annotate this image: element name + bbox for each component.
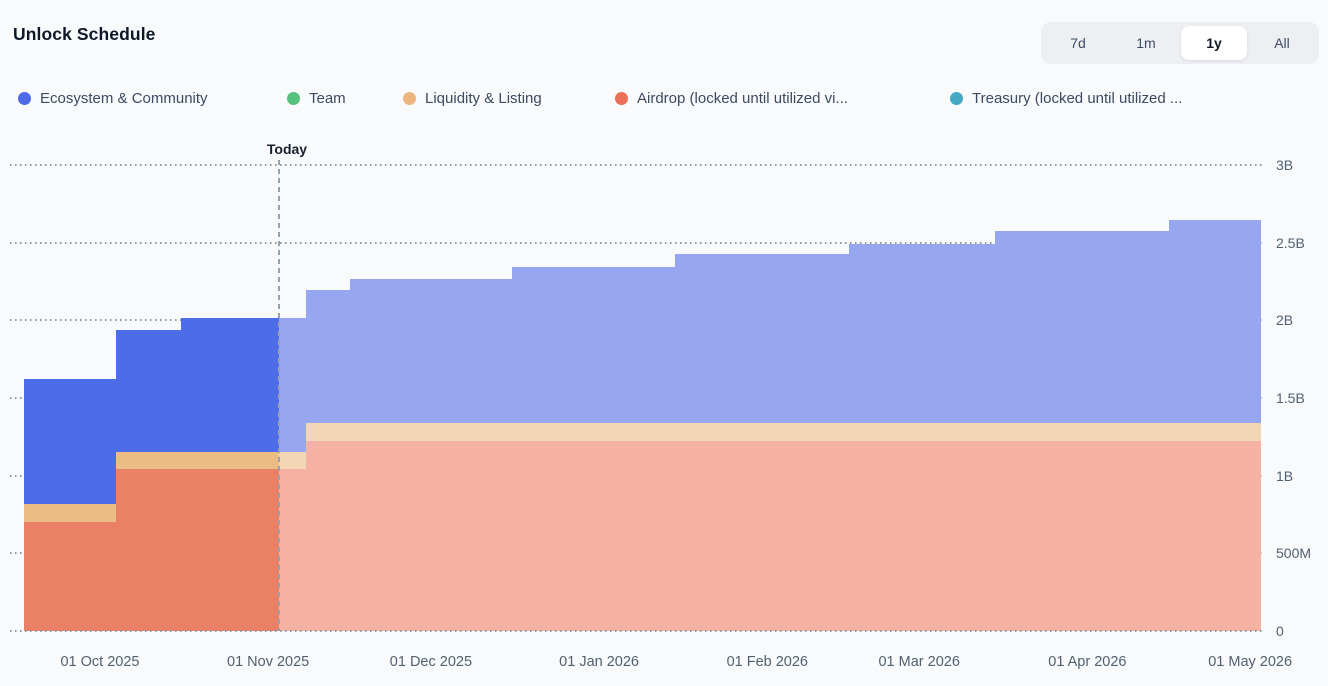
legend-label: Team bbox=[309, 90, 346, 107]
treasury-series-dot-icon bbox=[950, 92, 963, 105]
y-axis-label-3B: 3B bbox=[1276, 157, 1294, 173]
chart-legend: Ecosystem & Community Team Liquidity & Lis… bbox=[0, 90, 1328, 112]
area-segment-ecosystem-future bbox=[512, 266, 676, 423]
airdrop-series-dot-icon bbox=[615, 92, 628, 105]
y-axis-label-2B: 2B bbox=[1276, 312, 1294, 329]
today-label: Today bbox=[266, 141, 308, 157]
area-segment-airdrop-future bbox=[848, 441, 996, 631]
legend-label: Treasury (locked until utilized ... bbox=[972, 90, 1183, 107]
area-segment-liquidity-future bbox=[512, 422, 676, 442]
range-button-7d[interactable]: 7d bbox=[1045, 26, 1111, 60]
page-title: Unlock Schedule bbox=[13, 24, 156, 44]
legend-item-liquidity[interactable]: Liquidity & Listing bbox=[403, 90, 542, 107]
area-segment-liquidity-future bbox=[675, 422, 849, 442]
y-axis-label-0: 0 bbox=[1276, 623, 1284, 639]
gridline-2.5B bbox=[10, 241, 1263, 244]
area-segment-liquidity-future bbox=[278, 451, 307, 470]
area-segment-airdrop-future bbox=[512, 441, 676, 631]
area-segment-liquidity-future bbox=[848, 422, 996, 442]
today-line bbox=[278, 160, 280, 631]
area-segment-ecosystem-future bbox=[675, 253, 849, 423]
x-axis-label: 01 Oct 2025 bbox=[60, 654, 140, 670]
area-segment-ecosystem-past bbox=[116, 329, 182, 452]
area-segment-airdrop-future bbox=[349, 441, 513, 631]
y-axis-label-2.5B: 2.5B bbox=[1276, 234, 1305, 251]
gridline-3B bbox=[10, 164, 1263, 166]
ecosystem-series-dot-icon bbox=[18, 92, 31, 105]
area-segment-airdrop-past bbox=[181, 469, 279, 631]
range-button-1y[interactable]: 1y bbox=[1181, 26, 1247, 60]
area-segment-liquidity-past bbox=[24, 503, 117, 523]
area-segment-airdrop-future bbox=[306, 441, 350, 631]
area-segment-liquidity-future bbox=[995, 422, 1169, 442]
legend-label: Airdrop (locked until utilized vi... bbox=[637, 90, 848, 107]
team-series-dot-icon bbox=[287, 92, 300, 105]
x-axis-label: 01 Dec 2025 bbox=[389, 654, 473, 670]
area-segment-ecosystem-future bbox=[995, 231, 1169, 423]
area-segment-airdrop-future bbox=[1168, 441, 1261, 631]
x-axis-label: 01 May 2026 bbox=[1208, 654, 1293, 670]
area-segment-liquidity-past bbox=[181, 451, 279, 470]
liquidity-series-dot-icon bbox=[403, 92, 416, 105]
x-axis-label: 01 Nov 2025 bbox=[227, 654, 310, 670]
area-segment-ecosystem-future bbox=[306, 290, 350, 423]
area-segment-airdrop-past bbox=[116, 469, 182, 631]
area-segment-ecosystem-past bbox=[181, 318, 279, 452]
range-button-all[interactable]: All bbox=[1249, 26, 1315, 60]
area-segment-ecosystem-future bbox=[848, 244, 996, 423]
area-segment-liquidity-future bbox=[306, 422, 350, 442]
x-axis-label: 01 Jan 2026 bbox=[559, 654, 639, 670]
area-segment-airdrop-past bbox=[24, 522, 117, 631]
area-segment-airdrop-future bbox=[278, 469, 307, 631]
legend-item-treasury[interactable]: Treasury (locked until utilized ... bbox=[950, 90, 1182, 107]
y-axis-label-500M: 500M bbox=[1276, 545, 1312, 562]
legend-label: Ecosystem & Community bbox=[40, 90, 208, 107]
legend-item-team[interactable]: Team bbox=[287, 90, 346, 107]
area-segment-liquidity-future bbox=[1168, 422, 1261, 442]
legend-label: Liquidity & Listing bbox=[425, 90, 542, 107]
y-axis-label-1B: 1B bbox=[1276, 467, 1294, 484]
range-selector: 7d 1m 1y All bbox=[1041, 22, 1319, 64]
area-segment-airdrop-future bbox=[675, 441, 849, 631]
area-segment-liquidity-past bbox=[116, 451, 182, 470]
range-button-1m[interactable]: 1m bbox=[1113, 26, 1179, 60]
x-axis-label: 01 Mar 2026 bbox=[878, 654, 960, 670]
x-axis-label: 01 Apr 2026 bbox=[1048, 654, 1127, 670]
y-axis-label-1.5B: 1.5B bbox=[1276, 390, 1305, 406]
area-segment-ecosystem-past bbox=[24, 379, 117, 504]
area-segment-liquidity-future bbox=[349, 422, 513, 442]
legend-item-airdrop[interactable]: Airdrop (locked until utilized vi... bbox=[615, 90, 848, 107]
x-axis-label: 01 Feb 2026 bbox=[726, 654, 808, 670]
area-segment-ecosystem-future bbox=[278, 318, 307, 452]
area-segment-airdrop-future bbox=[995, 441, 1169, 631]
gridline-0 bbox=[10, 630, 1263, 632]
area-segment-ecosystem-future bbox=[1168, 220, 1261, 423]
legend-item-ecosystem[interactable]: Ecosystem & Community bbox=[18, 90, 208, 107]
area-segment-ecosystem-future bbox=[349, 279, 513, 423]
